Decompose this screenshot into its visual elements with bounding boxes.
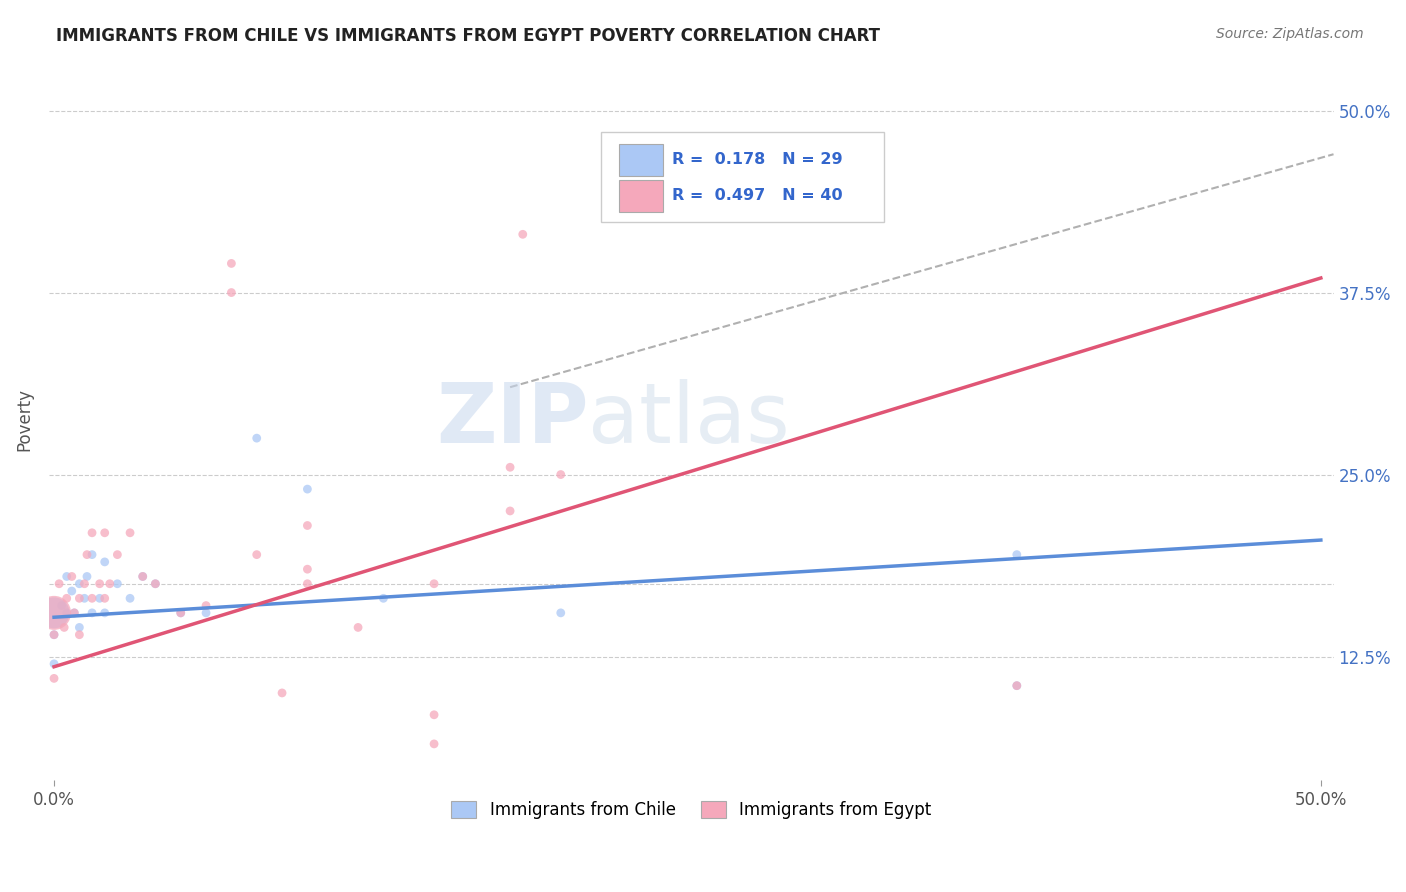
Point	[48, 576, 70, 591]
FancyBboxPatch shape	[602, 132, 884, 222]
Point	[42, 628, 65, 642]
Point	[512, 227, 534, 242]
Point	[246, 431, 269, 445]
Point	[105, 576, 128, 591]
Text: ZIP: ZIP	[436, 379, 589, 460]
Point	[89, 576, 111, 591]
Point	[297, 518, 319, 533]
Point	[132, 569, 155, 583]
Point	[53, 620, 76, 634]
Text: atlas: atlas	[589, 379, 790, 460]
Point	[67, 591, 90, 606]
Point	[80, 525, 103, 540]
Point	[195, 606, 218, 620]
Point	[118, 525, 141, 540]
Point	[73, 591, 96, 606]
Point	[550, 467, 572, 482]
FancyBboxPatch shape	[619, 180, 664, 211]
Point	[98, 576, 121, 591]
Point	[1005, 548, 1028, 562]
Text: R =  0.497   N = 40: R = 0.497 N = 40	[672, 188, 842, 203]
Point	[132, 569, 155, 583]
Point	[170, 606, 193, 620]
Point	[499, 460, 522, 475]
Point	[80, 591, 103, 606]
Point	[67, 620, 90, 634]
Point	[42, 657, 65, 671]
Text: IMMIGRANTS FROM CHILE VS IMMIGRANTS FROM EGYPT POVERTY CORRELATION CHART: IMMIGRANTS FROM CHILE VS IMMIGRANTS FROM…	[56, 27, 880, 45]
Point	[195, 599, 218, 613]
Point	[118, 591, 141, 606]
Point	[67, 628, 90, 642]
Point	[73, 576, 96, 591]
Point	[297, 482, 319, 496]
Point	[423, 576, 446, 591]
Legend: Immigrants from Chile, Immigrants from Egypt: Immigrants from Chile, Immigrants from E…	[444, 795, 938, 826]
Point	[423, 737, 446, 751]
Point	[93, 591, 115, 606]
Point	[42, 606, 65, 620]
Point	[42, 606, 65, 620]
Point	[93, 606, 115, 620]
Point	[1005, 679, 1028, 693]
Point	[67, 576, 90, 591]
Point	[42, 628, 65, 642]
Point	[76, 569, 98, 583]
Point	[93, 555, 115, 569]
Point	[221, 285, 243, 300]
Point	[145, 576, 167, 591]
Point	[80, 548, 103, 562]
Text: R =  0.178   N = 29: R = 0.178 N = 29	[672, 153, 842, 168]
Point	[55, 569, 77, 583]
Point	[499, 504, 522, 518]
FancyBboxPatch shape	[619, 144, 664, 176]
Y-axis label: Poverty: Poverty	[15, 388, 32, 451]
Point	[63, 606, 86, 620]
Point	[105, 548, 128, 562]
Point	[63, 606, 86, 620]
Point	[271, 686, 294, 700]
Point	[89, 591, 111, 606]
Point	[76, 548, 98, 562]
Point	[423, 707, 446, 722]
Point	[51, 599, 73, 613]
Point	[60, 569, 83, 583]
Point	[60, 584, 83, 599]
Point	[246, 548, 269, 562]
Point	[42, 672, 65, 686]
Point	[93, 525, 115, 540]
Point	[80, 606, 103, 620]
Text: Source: ZipAtlas.com: Source: ZipAtlas.com	[1216, 27, 1364, 41]
Point	[373, 591, 395, 606]
Point	[221, 256, 243, 270]
Point	[145, 576, 167, 591]
Point	[347, 620, 370, 634]
Point	[297, 562, 319, 576]
Point	[55, 606, 77, 620]
Point	[170, 606, 193, 620]
Point	[297, 576, 319, 591]
Point	[550, 606, 572, 620]
Point	[55, 591, 77, 606]
Point	[1005, 679, 1028, 693]
